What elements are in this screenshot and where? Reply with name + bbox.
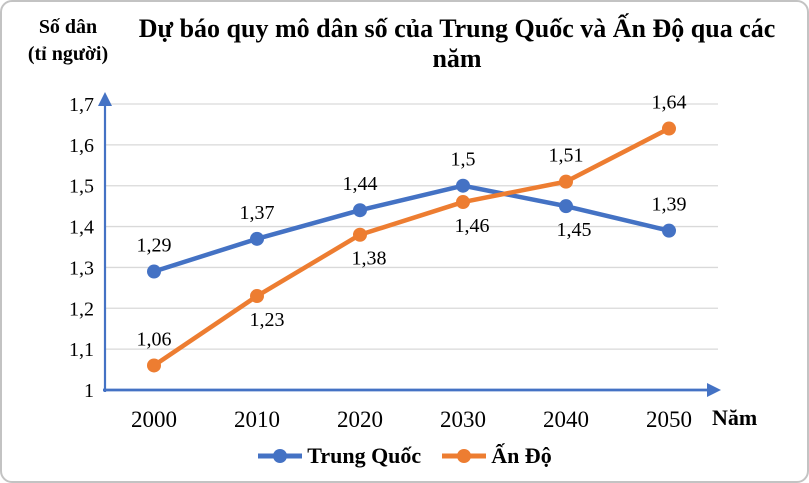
data-point-label: 1,64: [652, 92, 687, 114]
data-point-label: 1,5: [451, 149, 476, 171]
data-point-label: 1,37: [240, 202, 275, 224]
y-tick-label: 1,7: [69, 94, 94, 116]
series-line-0: [151, 183, 672, 274]
data-point: [353, 203, 367, 218]
y-axis-arrow-icon: [98, 92, 112, 106]
data-point: [250, 289, 264, 304]
y-axis-title-line2: (tỉ người): [27, 43, 109, 65]
x-tick-label: 2040: [543, 407, 589, 432]
data-point: [147, 358, 161, 373]
x-tick-label: 2010: [234, 407, 280, 432]
data-point: [662, 223, 676, 238]
data-point: [456, 195, 470, 210]
y-tick-label: 1,3: [69, 257, 94, 279]
data-point-label: 1,38: [352, 248, 387, 270]
x-tick-label: 2020: [337, 407, 383, 432]
data-point-label: 1,51: [549, 145, 584, 167]
data-point-label: 1,44: [343, 173, 378, 195]
data-point: [147, 264, 161, 279]
legend-label-trung-quoc: Trung Quốc: [307, 443, 422, 468]
data-point-label: 1,29: [137, 235, 172, 257]
x-axis-arrow-icon: [707, 383, 721, 397]
x-tick-label: 2050: [646, 407, 692, 432]
x-axis-title: Năm: [712, 405, 758, 430]
data-point-label: 1,45: [557, 219, 592, 241]
y-tick-label: 1,2: [69, 298, 94, 320]
series-line-1: [151, 126, 672, 368]
chart-title: Dự báo quy mô dân số của Trung Quốc và Ấ…: [138, 14, 776, 73]
y-tick-label: 1,5: [69, 176, 94, 198]
y-tick-label: 1,4: [69, 217, 94, 239]
legend-line-marker-icon: [258, 449, 303, 463]
y-tick-label: 1,1: [69, 339, 94, 361]
data-point-label: 1,46: [455, 215, 490, 237]
data-point: [456, 178, 470, 193]
legend: Trung Quốc Ấn Độ: [2, 440, 807, 472]
y-tick-label: 1: [84, 380, 94, 402]
data-point: [353, 227, 367, 242]
data-point: [559, 199, 573, 214]
x-tick-label: 2000: [131, 407, 177, 432]
legend-item-an-do: Ấn Độ: [441, 443, 552, 469]
y-axis-title-line1: Số dân: [38, 16, 98, 38]
data-point: [250, 231, 264, 246]
y-axis-title: Số dân (tỉ người): [14, 14, 122, 68]
legend-label-an-do: Ấn Độ: [491, 443, 552, 468]
y-tick-label: 1,6: [69, 135, 94, 157]
legend-line-marker-icon: [442, 449, 487, 463]
x-tick-label: 2030: [440, 407, 486, 432]
data-point: [559, 174, 573, 189]
data-point: [662, 121, 676, 136]
data-point-label: 1,06: [137, 328, 172, 350]
legend-item-trung-quoc: Trung Quốc: [257, 443, 421, 469]
data-point-label: 1,23: [250, 309, 285, 331]
data-point-label: 1,39: [652, 194, 687, 216]
